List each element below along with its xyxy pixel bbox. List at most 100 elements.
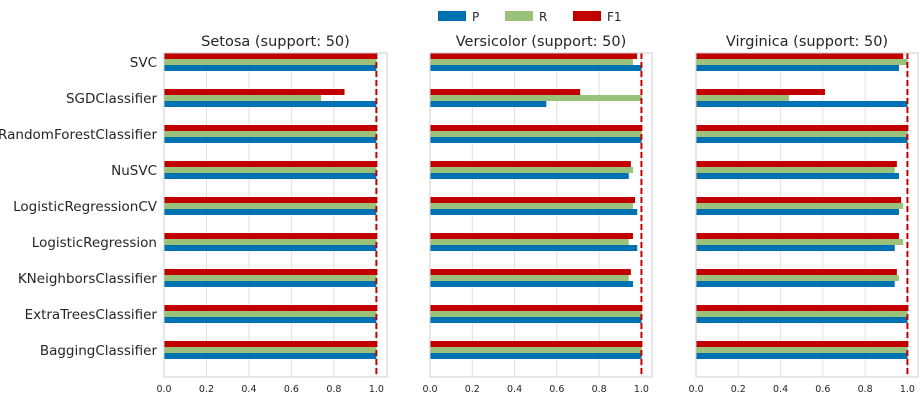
- bar-p: [430, 245, 638, 251]
- bar-f1: [430, 197, 636, 203]
- bar-r: [696, 347, 908, 353]
- bar-p: [696, 101, 908, 107]
- x-tick-label: 0.8: [326, 384, 341, 395]
- bar-f1: [696, 89, 825, 95]
- x-tick-label: 0.0: [422, 384, 437, 395]
- axes-frame: [429, 52, 653, 378]
- bar-p: [430, 137, 642, 143]
- bar-p: [696, 137, 908, 143]
- bar-r: [696, 311, 908, 317]
- legend-swatch-f1: [573, 11, 601, 21]
- x-tick-label: 0.4: [773, 384, 788, 395]
- bar-p: [164, 245, 377, 251]
- axes-frame: [163, 52, 388, 378]
- bar-p: [164, 281, 377, 287]
- y-tick-label: NuSVC: [111, 163, 157, 179]
- x-tick-label: 0.2: [199, 384, 214, 395]
- bar-r: [696, 167, 895, 173]
- x-tick-label: 0.0: [688, 384, 703, 395]
- bar-r: [430, 131, 642, 137]
- y-tick-label: KNeighborsClassifier: [18, 271, 158, 287]
- y-tick-label: LogisticRegression: [32, 235, 157, 251]
- bar-f1: [430, 233, 633, 239]
- bar-f1: [430, 305, 642, 311]
- x-tick-label: 0.6: [549, 384, 564, 395]
- bar-r: [430, 203, 633, 209]
- x-tick-label: 0.4: [241, 384, 256, 395]
- bar-p: [164, 317, 377, 323]
- x-tick-label: 0.6: [815, 384, 830, 395]
- legend-label-p: P: [472, 10, 480, 24]
- legend-swatch-r: [505, 11, 533, 21]
- bar-p: [164, 101, 377, 107]
- bar-r: [696, 203, 904, 209]
- bar-f1: [696, 161, 897, 167]
- bar-f1: [696, 197, 902, 203]
- bar-r: [164, 347, 377, 353]
- bar-r: [164, 167, 377, 173]
- x-tick-label: 0.6: [284, 384, 299, 395]
- bar-p: [430, 353, 642, 359]
- x-tick-label: 0.2: [731, 384, 746, 395]
- chart-legend: P R F1: [0, 9, 924, 25]
- bar-p: [430, 65, 642, 71]
- bar-p: [696, 209, 899, 215]
- panel-title: Virginica (support: 50): [726, 34, 888, 50]
- bar-p: [164, 173, 377, 179]
- bar-p: [696, 317, 908, 323]
- bar-r: [164, 59, 377, 65]
- bar-f1: [430, 89, 581, 95]
- bar-r: [164, 239, 377, 245]
- x-tick-label: 1.0: [369, 384, 384, 395]
- bar-p: [164, 209, 377, 215]
- y-tick-label: LogisticRegressionCV: [13, 199, 158, 215]
- y-tick-label: RandomForestClassifier: [0, 127, 157, 143]
- bar-p: [696, 353, 908, 359]
- x-tick-label: 0.2: [465, 384, 480, 395]
- y-tick-label: ExtraTreesClassifier: [25, 307, 158, 323]
- bar-f1: [430, 161, 631, 167]
- bar-f1: [164, 161, 377, 167]
- bar-p: [430, 209, 638, 215]
- bar-f1: [696, 341, 908, 347]
- bar-r: [430, 347, 642, 353]
- bar-r: [164, 95, 322, 101]
- bar-f1: [164, 197, 377, 203]
- bar-p: [430, 101, 547, 107]
- bar-r: [696, 59, 908, 65]
- bar-p: [696, 65, 899, 71]
- bar-f1: [696, 53, 904, 59]
- bar-r: [164, 131, 377, 137]
- bar-p: [696, 173, 899, 179]
- x-tick-label: 1.0: [900, 384, 915, 395]
- bar-f1: [430, 341, 642, 347]
- axes-frame: [695, 52, 919, 378]
- bar-r: [696, 131, 908, 137]
- bar-r: [164, 203, 377, 209]
- bar-f1: [164, 305, 377, 311]
- bar-r: [430, 167, 633, 173]
- panel-title: Versicolor (support: 50): [456, 34, 627, 50]
- bar-p: [164, 353, 377, 359]
- bar-p: [430, 317, 642, 323]
- bar-f1: [696, 125, 908, 131]
- bar-p: [430, 281, 633, 287]
- legend-label-f1: F1: [607, 10, 622, 24]
- x-tick-label: 0.8: [592, 384, 607, 395]
- bar-f1: [164, 269, 377, 275]
- panel-title: Setosa (support: 50): [201, 34, 350, 50]
- bar-f1: [696, 269, 897, 275]
- bar-f1: [164, 341, 377, 347]
- y-tick-label: SGDClassifier: [66, 91, 158, 107]
- x-tick-label: 0.4: [507, 384, 522, 395]
- x-tick-label: 0.8: [858, 384, 873, 395]
- bar-r: [430, 59, 633, 65]
- bar-r: [430, 239, 629, 245]
- bar-p: [696, 245, 895, 251]
- bar-r: [696, 275, 899, 281]
- bar-p: [430, 173, 629, 179]
- bar-r: [430, 311, 642, 317]
- x-tick-label: 0.0: [156, 384, 171, 395]
- bar-f1: [164, 53, 377, 59]
